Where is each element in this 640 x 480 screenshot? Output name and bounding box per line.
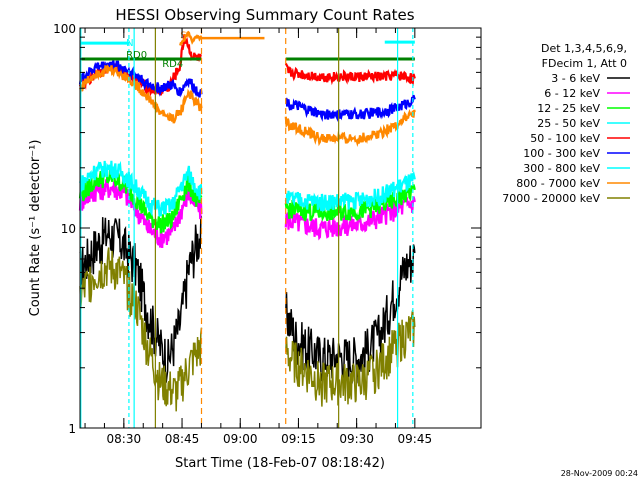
legend-entry-label: 3 - 6 keV: [551, 72, 600, 85]
y-tick-label: 1: [68, 422, 76, 436]
footer-timestamp: 28-Nov-2009 00:24: [561, 469, 638, 478]
series-line: [78, 64, 416, 148]
legend-header: FDecim 1, Att 0: [542, 57, 627, 70]
x-tick-label: 09:15: [281, 432, 316, 446]
series-line: [80, 40, 415, 45]
legend-entry-label: 50 - 100 keV: [530, 132, 600, 145]
legend-entry-label: 300 - 800 keV: [523, 162, 600, 175]
flag-label: N: [126, 38, 133, 49]
x-tick-label: 09:45: [398, 432, 433, 446]
x-tick-label: 09:00: [223, 432, 258, 446]
x-tick-label: 09:30: [339, 432, 374, 446]
y-tick-label: 100: [53, 22, 76, 36]
legend-entry-label: 7000 - 20000 keV: [502, 192, 600, 205]
legend-entry-label: 12 - 25 keV: [537, 102, 600, 115]
flag-label: RD4: [162, 59, 183, 70]
series-line: [79, 247, 416, 412]
flag-label: RD0: [126, 50, 147, 61]
axes-layer: 08:30 08:45 09:00 09:15 09:30 09:45 1 10 100: [53, 22, 482, 446]
legend-entry-label: 6 - 12 keV: [544, 87, 600, 100]
series-layer: [78, 33, 416, 412]
x-tick-label: 08:30: [107, 432, 142, 446]
flag-label: S: [180, 30, 186, 41]
y-axis-label: Count Rate (s⁻¹ detector⁻¹): [28, 140, 43, 317]
x-axis-label: Start Time (18-Feb-07 08:18:42): [175, 456, 385, 471]
legend-entry-label: 100 - 300 keV: [523, 147, 600, 160]
x-tick-label: 08:45: [165, 432, 200, 446]
legend: Det 1,3,4,5,6,9, FDecim 1, Att 0 3 - 6 keV…: [502, 42, 630, 205]
legend-entry-label: 25 - 50 keV: [537, 117, 600, 130]
legend-header: Det 1,3,4,5,6,9,: [541, 42, 627, 55]
y-tick-label: 10: [61, 222, 76, 236]
flag-line-saa: [179, 30, 203, 46]
series-line: [78, 60, 416, 123]
chart-title: HESSI Observing Summary Count Rates: [115, 6, 414, 24]
series-line: [78, 179, 416, 248]
legend-entry-label: 800 - 7000 keV: [516, 177, 600, 190]
series-line: [78, 160, 416, 217]
